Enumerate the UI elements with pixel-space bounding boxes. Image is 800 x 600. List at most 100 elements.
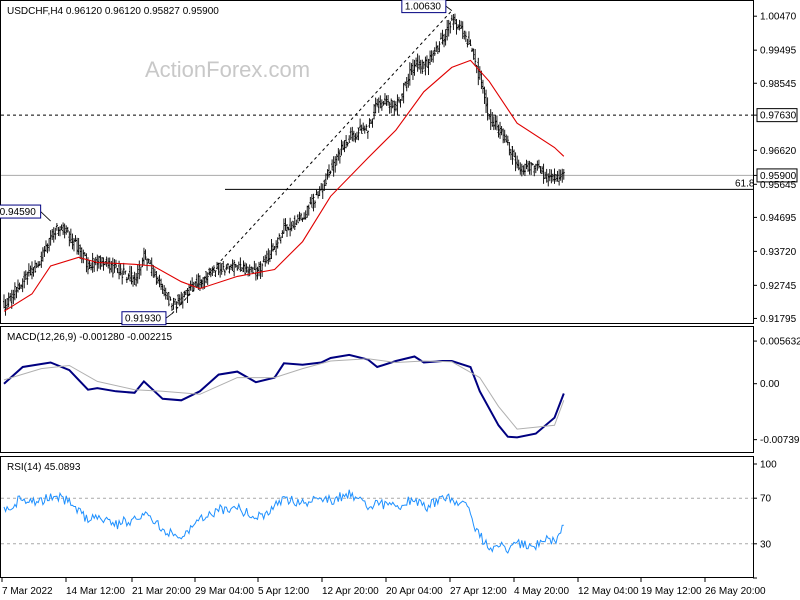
price-bar	[321, 183, 324, 199]
time-tick-label: 21 Mar 20:00	[132, 586, 191, 597]
price-bar	[530, 162, 533, 175]
price-bar	[312, 193, 315, 212]
price-bar	[491, 112, 494, 127]
price-bar	[401, 93, 404, 101]
price-bar	[124, 270, 127, 275]
price-bar	[278, 233, 281, 240]
price-bar	[142, 247, 145, 266]
price-bar	[279, 236, 282, 244]
price-bar	[222, 260, 225, 271]
price-bar	[357, 127, 360, 141]
price-tick-label: 0.93720	[760, 247, 797, 258]
annotation-box	[0, 204, 42, 219]
trendline	[171, 10, 453, 315]
price-bar	[230, 263, 233, 271]
price-bar	[237, 261, 240, 269]
price-bar	[556, 170, 559, 182]
price-tick-label: 0.98545	[760, 79, 797, 90]
price-bar	[432, 50, 435, 63]
time-axis: 7 Mar 2022 14 Mar 12:00 21 Mar 20:00 29 Mar…	[1, 578, 766, 597]
price-bar	[306, 205, 309, 218]
price-bar	[457, 24, 460, 30]
price-bar	[181, 293, 184, 309]
price-bar	[362, 122, 365, 132]
price-bar	[88, 260, 91, 269]
price-bar	[253, 260, 256, 271]
price-bar	[292, 220, 295, 229]
price-bar	[407, 73, 410, 88]
price-bar	[146, 258, 149, 271]
rsi-tick-label: 70	[760, 494, 772, 505]
price-bar	[550, 169, 553, 184]
moving-average-line	[3, 59, 565, 312]
price-bar	[228, 265, 231, 274]
price-bar	[548, 168, 551, 182]
price-bar	[133, 271, 136, 285]
price-bar	[244, 262, 247, 276]
price-bar	[379, 95, 382, 109]
price-bar	[383, 93, 386, 105]
price-bar	[464, 31, 467, 42]
price-bar	[7, 292, 10, 308]
price-bar	[489, 109, 492, 130]
price-bar	[382, 100, 385, 106]
price-bar	[66, 226, 69, 233]
price-bar	[419, 59, 422, 74]
price-bar	[37, 261, 40, 268]
price-bar	[439, 32, 442, 40]
price-bar	[349, 127, 352, 140]
watermark: ActionForex.com	[145, 57, 310, 82]
price-bar	[10, 289, 13, 309]
rsi-tick-label: 100	[760, 460, 777, 471]
rsi-tick-label: 30	[760, 539, 772, 550]
price-bar	[177, 294, 180, 305]
price-bar	[460, 20, 463, 29]
price-bar	[541, 166, 544, 174]
price-bar	[180, 291, 183, 305]
price-bar	[348, 135, 351, 143]
price-bar	[304, 210, 307, 220]
price-bar	[492, 116, 495, 131]
price-panel-frame	[0, 0, 754, 324]
price-bar	[513, 149, 516, 158]
price-bar	[329, 170, 332, 175]
price-bar	[127, 273, 130, 280]
rsi-lines	[3, 489, 564, 554]
price-bar	[497, 124, 500, 138]
annotation-leader	[40, 211, 51, 222]
price-bar	[410, 63, 413, 76]
price-bar	[562, 169, 565, 180]
price-bar	[488, 114, 491, 120]
ohlc-open: 0.96120	[66, 6, 103, 17]
price-bar	[390, 98, 393, 114]
price-tick-label: 0.94695	[760, 213, 797, 224]
symbol-title: USDCHF,H4 0.96120 0.96120 0.95827 0.9590…	[7, 6, 219, 17]
time-tick-label: 4 May 20:00	[514, 586, 569, 597]
price-bar	[287, 226, 290, 231]
time-tick-label: 20 Apr 04:00	[386, 586, 443, 597]
price-bar	[388, 101, 391, 114]
price-bar	[153, 268, 156, 278]
price-bar	[520, 163, 523, 177]
price-bar	[174, 298, 177, 306]
price-bar	[411, 59, 414, 80]
price-bar	[12, 289, 15, 304]
price-bar	[435, 41, 438, 52]
price-bar	[376, 98, 379, 107]
price-bar	[326, 169, 329, 180]
fib-label: 61.8	[735, 178, 755, 189]
price-bar	[226, 263, 229, 270]
price-bar	[13, 282, 16, 301]
price-bar	[24, 270, 27, 280]
price-bar	[315, 189, 318, 196]
price-bar	[517, 159, 520, 171]
price-bar	[380, 99, 383, 111]
price-bar	[290, 221, 293, 232]
price-bar	[338, 149, 341, 164]
price-bar	[286, 224, 289, 237]
rsi-panel-frame	[0, 456, 754, 578]
macd-axis: 0.005632 0.00 -0.007395	[753, 337, 800, 446]
price-bar	[433, 47, 436, 56]
price-bar	[54, 227, 57, 240]
